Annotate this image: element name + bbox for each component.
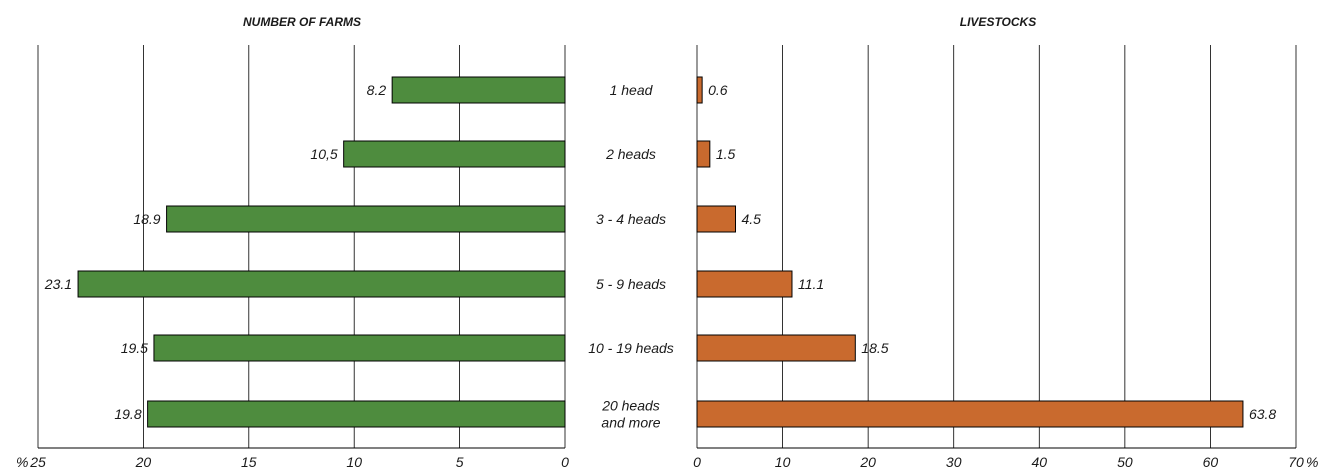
livestock-bar xyxy=(696,400,1244,428)
category-label-line: 3 - 4 heads xyxy=(596,211,666,227)
farms-tick-label: 5 xyxy=(456,454,464,470)
farms-tick-label: 25 xyxy=(29,454,46,470)
livestock-title: LIVESTOCKS xyxy=(960,15,1036,29)
category-label-line: and more xyxy=(601,415,660,431)
livestock-data-label: 1.5 xyxy=(716,146,736,162)
livestock-tick-label: 0 xyxy=(693,454,701,470)
farms-bar xyxy=(166,205,566,233)
livestock-tick-label: 30 xyxy=(946,454,962,470)
livestock-bar xyxy=(696,76,703,104)
farms-data-label: 8.2 xyxy=(367,82,387,98)
farms-panel: 25 20 15 10 5 0% NUMBER OF FARMS 8.2 10,5 18.9 23.… xyxy=(16,15,569,470)
livestock-unit-label: % xyxy=(1306,454,1318,470)
livestock-tick-label: 60 xyxy=(1203,454,1219,470)
farms-data-label: 23.1 xyxy=(44,276,72,292)
farms-bar xyxy=(77,270,566,298)
livestock-bar xyxy=(696,270,793,298)
category-label: 2 heads xyxy=(605,146,656,162)
farms-data-label: 10,5 xyxy=(310,146,337,162)
livestock-tick-label: 40 xyxy=(1031,454,1047,470)
livestock-data-label: 0.6 xyxy=(708,82,728,98)
livestock-tick-label: 10 xyxy=(775,454,791,470)
livestock-bar xyxy=(696,140,711,168)
category-label-line: 1 head xyxy=(610,82,654,98)
livestock-bar xyxy=(696,205,737,233)
category-label: 3 - 4 heads xyxy=(596,211,666,227)
farms-tick-label: 15 xyxy=(241,454,257,470)
farms-data-label: 19.8 xyxy=(114,406,141,422)
farms-data-label: 19.5 xyxy=(121,340,148,356)
category-label: 10 - 19 heads xyxy=(588,340,674,356)
category-label-line: 10 - 19 heads xyxy=(588,340,674,356)
farms-data-label: 18.9 xyxy=(133,211,160,227)
livestock-tick-label: 20 xyxy=(859,454,876,470)
farms-tick-label: 0 xyxy=(561,454,569,470)
category-label-line: 2 heads xyxy=(605,146,656,162)
farms-bar xyxy=(391,76,566,104)
livestock-tick-label: 50 xyxy=(1117,454,1133,470)
category-labels: 1 head 2 heads 3 - 4 heads 5 - 9 heads 10 - … xyxy=(588,82,674,431)
livestock-tick-label: 70 xyxy=(1288,454,1304,470)
category-label-line: 20 heads xyxy=(601,398,660,414)
livestock-bar xyxy=(696,334,856,362)
farms-tick-label: 20 xyxy=(135,454,152,470)
livestock-data-label: 11.1 xyxy=(798,276,824,292)
livestock-panel: 0 10 20 30 40 50 60 70 % LIVESTOCKS 0.6 1.5 4.5 11.1 1… xyxy=(693,15,1318,470)
category-label: 1 head xyxy=(610,82,654,98)
category-label-line: 5 - 9 heads xyxy=(596,276,666,292)
livestock-data-label: 18.5 xyxy=(861,340,888,356)
farms-bar xyxy=(343,140,566,168)
livestock-data-label: 63.8 xyxy=(1249,406,1276,422)
farms-tick-label: 10 xyxy=(346,454,362,470)
category-label: 5 - 9 heads xyxy=(596,276,666,292)
category-label: 20 heads and more xyxy=(601,398,661,431)
livestock-data-label: 4.5 xyxy=(742,211,762,227)
farms-bar xyxy=(153,334,566,362)
farms-title: NUMBER OF FARMS xyxy=(243,15,361,29)
farms-bar xyxy=(147,400,566,428)
farms-unit-label: % xyxy=(16,454,28,470)
